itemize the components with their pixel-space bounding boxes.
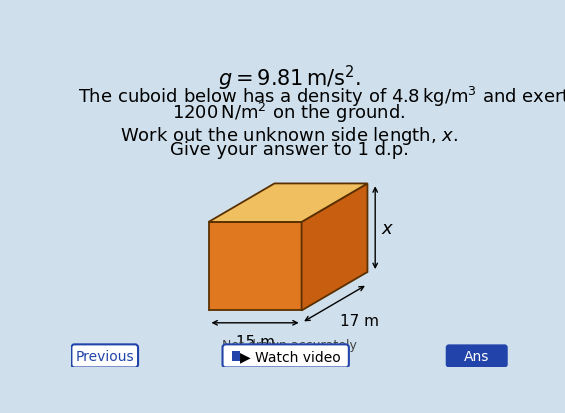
Polygon shape bbox=[302, 184, 367, 311]
Polygon shape bbox=[208, 184, 367, 222]
Polygon shape bbox=[208, 222, 302, 311]
Text: The cuboid below has a density of $4.8\,\mathrm{kg/m^3}$ and exerts a pressure o: The cuboid below has a density of $4.8\,… bbox=[79, 85, 565, 109]
FancyBboxPatch shape bbox=[223, 344, 349, 368]
Text: Give your answer to 1 d.p.: Give your answer to 1 d.p. bbox=[170, 140, 408, 158]
Text: ▶ Watch video: ▶ Watch video bbox=[240, 349, 340, 363]
FancyBboxPatch shape bbox=[71, 344, 138, 368]
Text: Not drawn accurately: Not drawn accurately bbox=[221, 338, 357, 351]
FancyBboxPatch shape bbox=[232, 351, 240, 361]
Text: $x$: $x$ bbox=[381, 219, 394, 237]
Text: $g = 9.81\,\mathrm{m/s^2}.$: $g = 9.81\,\mathrm{m/s^2}.$ bbox=[218, 63, 360, 93]
Text: 15 m: 15 m bbox=[236, 334, 275, 349]
Text: $1200\,\mathrm{N/m^2}$ on the ground.: $1200\,\mathrm{N/m^2}$ on the ground. bbox=[172, 100, 406, 124]
FancyBboxPatch shape bbox=[446, 344, 508, 368]
Text: Work out the unknown side length, $x$.: Work out the unknown side length, $x$. bbox=[120, 125, 458, 147]
Text: 17 m: 17 m bbox=[340, 313, 379, 328]
Text: Previous: Previous bbox=[75, 349, 134, 363]
Text: Ans: Ans bbox=[464, 349, 489, 363]
